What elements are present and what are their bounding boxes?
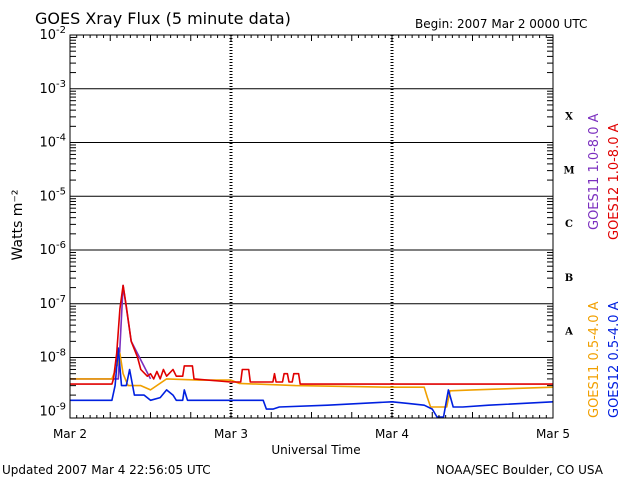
y-tick-label: 10-9 bbox=[39, 401, 66, 419]
chart-title: GOES Xray Flux (5 minute data) bbox=[35, 9, 291, 28]
flare-class-label: M bbox=[563, 165, 574, 176]
legend-entry-3: GOES11 0.5-4.0 A bbox=[587, 301, 602, 418]
y-tick-label: 10-8 bbox=[39, 348, 66, 366]
plot-background bbox=[70, 35, 553, 418]
begin-time: Begin: 2007 Mar 2 0000 UTC bbox=[415, 17, 587, 31]
credit-text: NOAA/SEC Boulder, CO USA bbox=[436, 463, 604, 477]
y-tick-label: 10-2 bbox=[39, 25, 66, 43]
y-tick-label: 10-3 bbox=[39, 79, 66, 97]
y-axis-label: Watts m⁻² bbox=[10, 190, 26, 261]
legend-entry-1: GOES11 1.0-8.0 A bbox=[587, 113, 602, 230]
x-tick-labels: Mar 2 Mar 3 Mar 4 Mar 5 bbox=[53, 427, 570, 441]
plot-frame bbox=[69, 34, 554, 419]
series-line-3 bbox=[70, 352, 554, 408]
flare-class-labels: A B C M X bbox=[563, 112, 574, 338]
x-tick-label: Mar 2 bbox=[53, 427, 87, 441]
legend-entry-2: GOES12 1.0-8.0 A bbox=[607, 123, 622, 240]
x-tick-label: Mar 4 bbox=[375, 427, 409, 441]
x-tick-label: Mar 3 bbox=[214, 427, 248, 441]
grid bbox=[70, 35, 553, 418]
y-tick-label: 10-5 bbox=[39, 186, 66, 204]
x-tick-label: Mar 5 bbox=[536, 427, 570, 441]
flare-class-label: B bbox=[565, 273, 573, 284]
legend-entry-4: GOES12 0.5-4.0 A bbox=[607, 301, 622, 418]
series-line-4 bbox=[70, 347, 554, 418]
updated-timestamp: Updated 2007 Mar 4 22:56:05 UTC bbox=[2, 463, 211, 477]
y-tick-label: 10-7 bbox=[39, 294, 66, 312]
flare-class-label: X bbox=[565, 112, 573, 123]
x-axis-label: Universal Time bbox=[271, 443, 360, 457]
legend: GOES11 1.0-8.0 A GOES12 1.0-8.0 A GOES11 0… bbox=[587, 113, 622, 418]
y-tick-label: 10-6 bbox=[39, 240, 66, 258]
y-tick-label: 10-4 bbox=[39, 133, 66, 151]
series-lines bbox=[70, 284, 554, 418]
flare-class-label: A bbox=[564, 327, 573, 338]
y-tick-labels: 10-9 10-8 10-7 10-6 10-5 10-4 10-3 10-2 bbox=[39, 25, 66, 419]
flare-class-label: C bbox=[565, 219, 573, 230]
plot-area bbox=[70, 35, 553, 418]
series-line-2 bbox=[70, 284, 553, 385]
